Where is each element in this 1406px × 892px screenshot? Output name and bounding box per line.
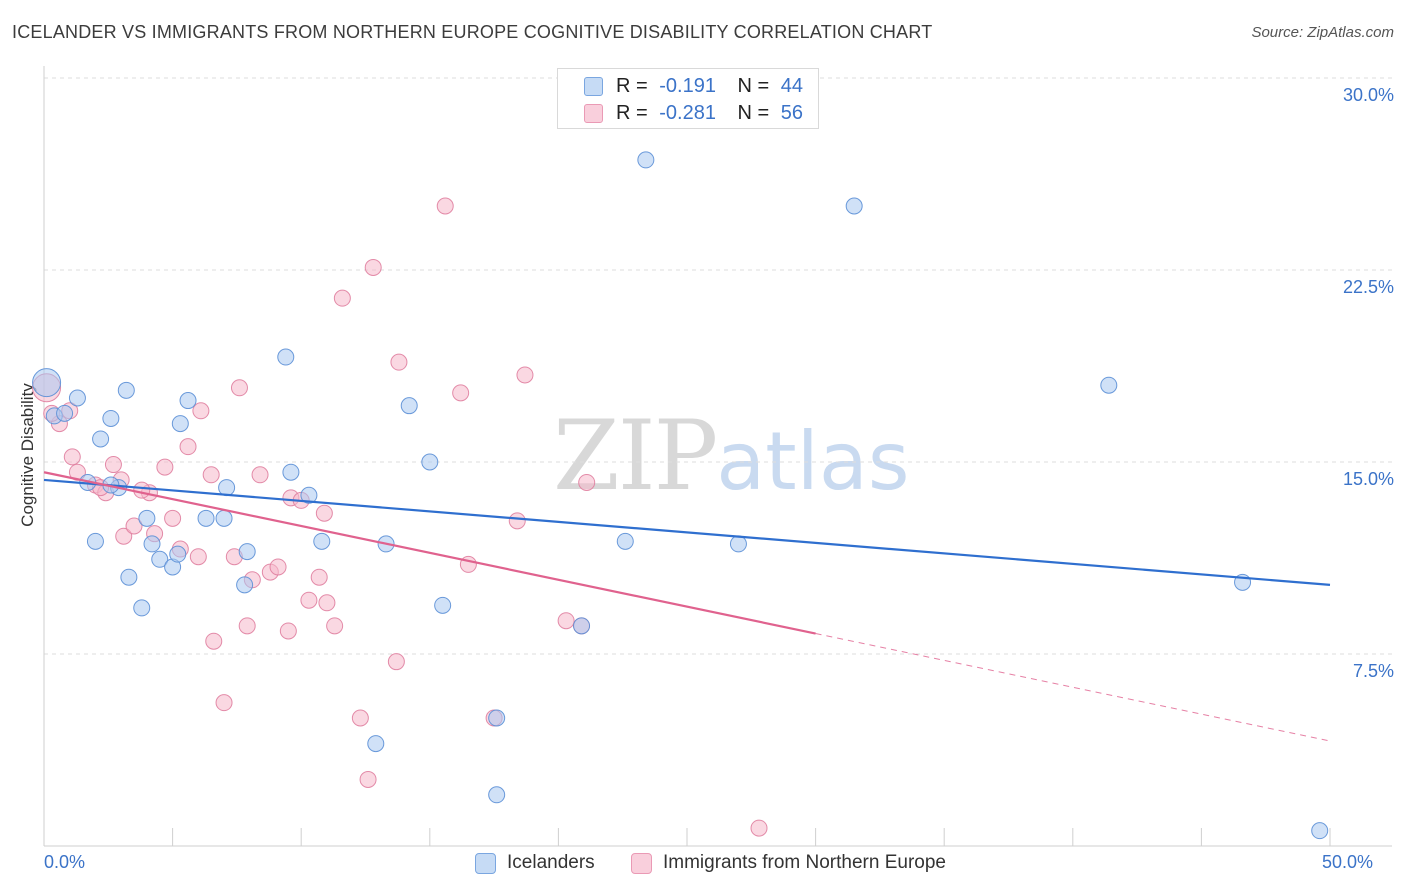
immigrants-point-15 (179, 438, 197, 456)
bottom-legend-label-immigrants: Immigrants from Northern Europe (663, 852, 946, 873)
y-tick-label-2: 22.5% (1342, 277, 1394, 297)
grid-layer (44, 77, 1392, 655)
immigrants-point-41 (387, 653, 405, 671)
blue-points-layer (32, 151, 1329, 840)
immigrants-point-16 (189, 548, 207, 566)
icelanders-point-11 (179, 392, 197, 410)
immigrants-point-13 (164, 509, 182, 527)
icelanders-point-42 (1311, 822, 1329, 840)
icelanders-point-22 (143, 535, 161, 553)
correlation-legend: R = -0.191 N = 44 R = -0.281 N = 56 (557, 68, 819, 129)
immigrants-point-42 (436, 197, 454, 215)
chart-title: ICELANDER VS IMMIGRANTS FROM NORTHERN EU… (12, 22, 933, 42)
x-tick-label-min: 0.0% (44, 852, 86, 872)
immigrants-point-6 (104, 456, 122, 474)
immigrants-point-17 (192, 402, 210, 420)
icelanders-point-16 (282, 463, 300, 481)
icelanders-point-35 (573, 617, 591, 635)
trendline-layer (43, 471, 1331, 742)
icelanders-point-28 (238, 543, 256, 561)
icelanders-point-4 (92, 430, 110, 448)
immigrants-point-40 (390, 353, 408, 371)
icelanders-point-31 (434, 596, 452, 614)
immigrants-point-12 (156, 458, 174, 476)
icelanders-point-33 (367, 735, 385, 753)
icelanders-point-30 (86, 532, 104, 550)
icelanders-point-17 (300, 486, 318, 504)
source-label: Source: ZipAtlas.com (1251, 24, 1394, 41)
icelanders-point-2 (56, 404, 74, 422)
legend-swatch-pink (584, 104, 603, 123)
icelanders-point-32 (488, 786, 506, 804)
immigrants-point-25 (251, 466, 269, 484)
immigrants-point-36 (333, 289, 351, 307)
immigrants-point-20 (215, 694, 233, 712)
immigrants-point-55 (133, 481, 151, 499)
immigrants-point-38 (359, 770, 377, 788)
immigrants-point-37 (351, 709, 369, 727)
icelanders-point-20 (400, 397, 418, 415)
bottom-legend-swatch-pink (631, 853, 652, 874)
immigrants-point-47 (516, 366, 534, 384)
immigrants-point-33 (315, 504, 333, 522)
immigrants-point-50 (578, 473, 596, 491)
immigrants-point-35 (326, 617, 344, 635)
icelanders-point-18 (313, 532, 331, 550)
icelanders-point-12 (215, 509, 233, 527)
icelanders-point-25 (169, 545, 187, 563)
immigrants-point-23 (238, 617, 256, 635)
immigrants-point-32 (310, 568, 328, 586)
y-tick-label-3: 30.0% (1342, 85, 1394, 105)
icelanders-point-6 (117, 381, 135, 399)
icelanders-point-21 (421, 453, 439, 471)
axis-layer (43, 66, 1392, 847)
icelanders-point-38 (729, 535, 747, 553)
icelanders-point-9 (138, 509, 156, 527)
trendline-icelanders-0 (43, 478, 1331, 586)
icelanders-point-14 (218, 479, 236, 497)
icelanders-point-26 (120, 568, 138, 586)
immigrants-point-39 (364, 258, 382, 276)
icelanders-point-3 (68, 389, 86, 407)
icelanders-point-5 (102, 409, 120, 427)
bottom-legend-label-icelanders: Icelanders (507, 852, 595, 873)
icelanders-point-27 (133, 599, 151, 617)
icelanders-point-40 (1100, 376, 1118, 394)
legend-swatch-blue (584, 77, 603, 96)
y-tick-label-0: 7.5% (1352, 661, 1394, 681)
icelanders-point-10 (171, 415, 189, 433)
icelanders-point-37 (616, 532, 634, 550)
bottom-legend-swatch-blue (475, 853, 496, 874)
immigrants-point-28 (279, 622, 297, 640)
immigrants-point-34 (318, 594, 336, 612)
immigrants-point-31 (300, 591, 318, 609)
icelanders-point-39 (845, 197, 863, 215)
watermark-zip: ZIP (553, 400, 718, 512)
immigrants-point-8 (115, 527, 133, 545)
icelanders-point-29 (236, 576, 254, 594)
icelanders-point-23 (151, 550, 169, 568)
legend-text-immigrants: R = -0.281 N = 56 (616, 102, 804, 124)
immigrants-point-18 (202, 466, 220, 484)
immigrants-point-51 (750, 819, 768, 837)
icelanders-point-36 (637, 151, 655, 169)
icelanders-point-13 (197, 509, 215, 527)
immigrants-point-46 (508, 512, 526, 530)
x-tick-label-max: 50.0% (1322, 852, 1374, 872)
immigrants-point-19 (205, 632, 223, 650)
legend-text-icelanders: R = -0.191 N = 44 (616, 75, 804, 97)
icelanders-point-34 (488, 709, 506, 727)
immigrants-point-43 (452, 384, 470, 402)
trendline-immigrants-1 (43, 471, 816, 635)
immigrants-point-9 (125, 517, 143, 535)
immigrants-point-27 (269, 558, 287, 576)
icelanders-point-0 (32, 368, 62, 398)
immigrants-point-48 (557, 612, 575, 630)
immigrants-point-22 (230, 379, 248, 397)
y-tick-label-1: 15.0% (1342, 469, 1394, 489)
immigrants-point-2 (63, 448, 81, 466)
trendline-immigrants-2 (815, 633, 1331, 742)
icelanders-point-15 (277, 348, 295, 366)
